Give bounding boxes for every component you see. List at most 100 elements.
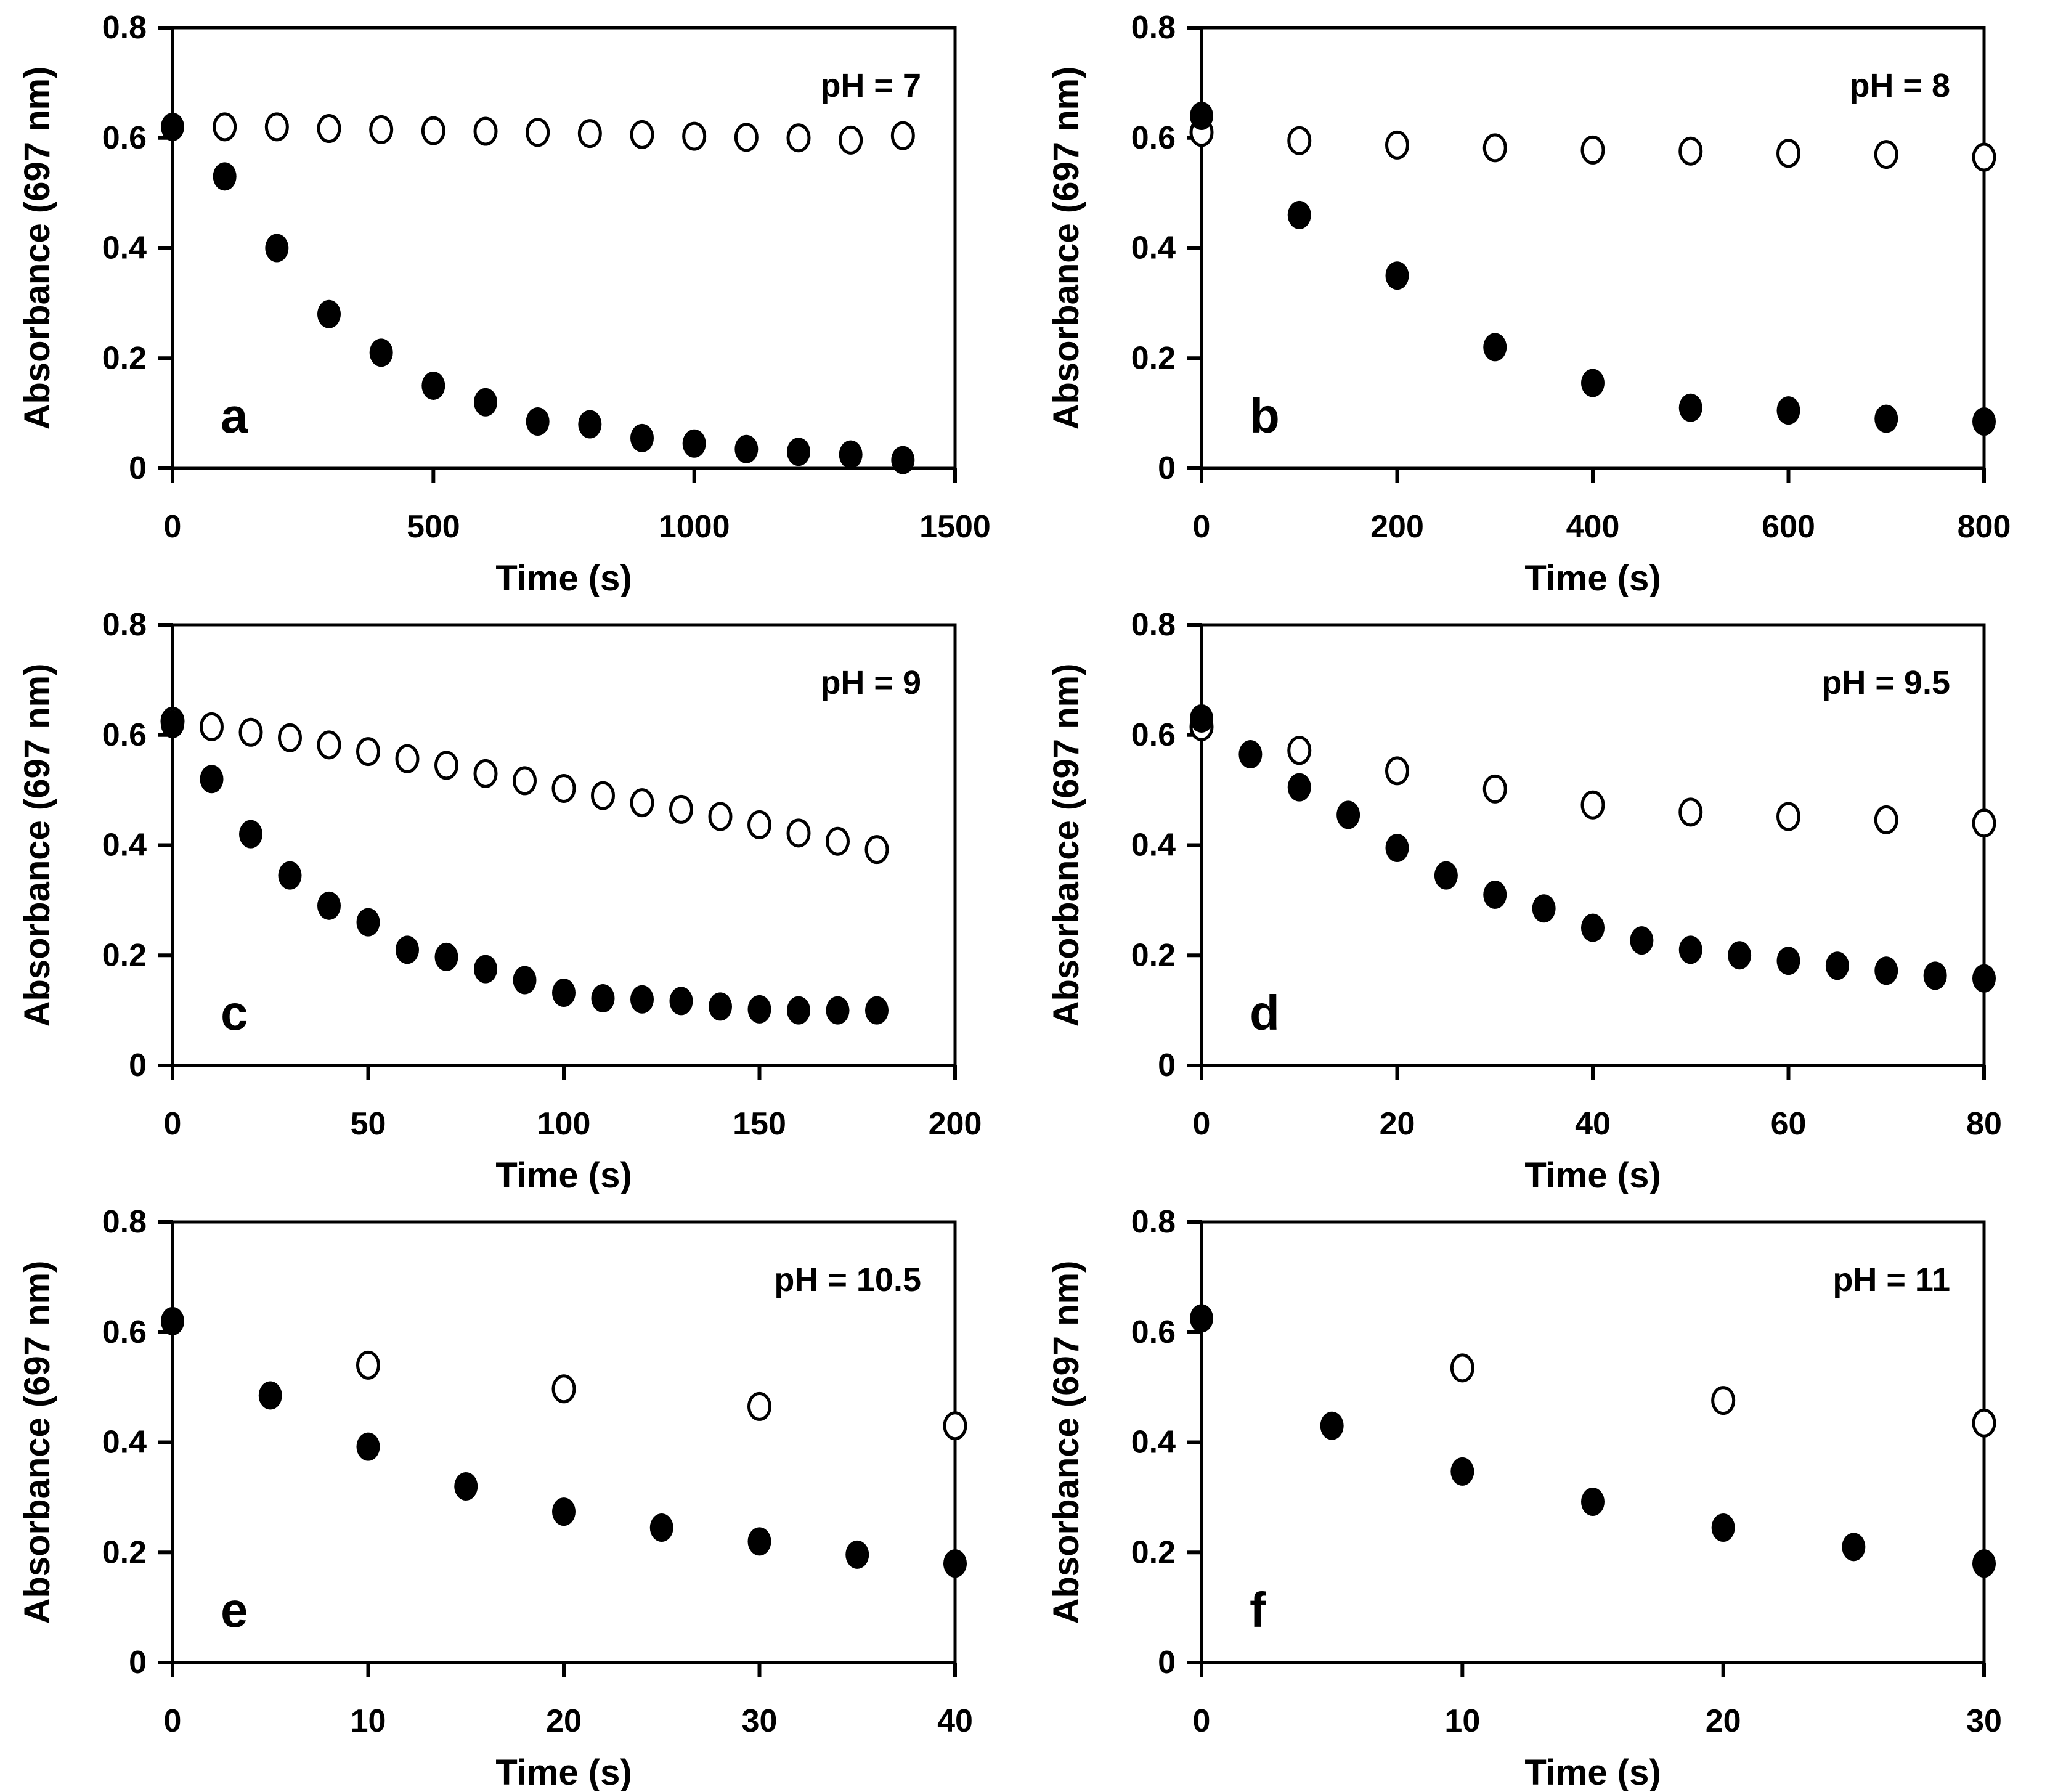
- filled-circle-point: [1678, 935, 1702, 964]
- filled-circle-series: [161, 1306, 967, 1578]
- filled-circle-series: [1190, 704, 1996, 993]
- y-axis-title: Absorbance (697 nm): [1046, 1261, 1086, 1624]
- x-tick-label: 150: [733, 1106, 786, 1142]
- filled-circle-point: [356, 1432, 380, 1461]
- open-circle-point: [630, 120, 654, 149]
- y-tick-label: 0.6: [102, 1314, 147, 1350]
- open-circle-point: [551, 1374, 576, 1404]
- filled-circle-point: [1923, 961, 1947, 990]
- filled-circle-point: [1190, 704, 1213, 733]
- filled-circle-point: [1336, 800, 1360, 829]
- open-circle-point: [551, 773, 576, 803]
- open-circle-point: [369, 115, 394, 144]
- filled-circle-point: [1385, 261, 1409, 290]
- x-tick-label: 0: [164, 1703, 182, 1739]
- open-circle-point: [734, 123, 759, 152]
- filled-circle-point: [552, 979, 576, 1008]
- open-circle-point: [1385, 130, 1409, 160]
- filled-circle-point: [682, 429, 706, 458]
- filled-circle-point: [1711, 1513, 1735, 1542]
- filled-circle-point: [161, 112, 184, 141]
- filled-circle-point: [369, 338, 393, 367]
- ph-annotation: pH = 11: [1832, 1261, 1950, 1298]
- filled-circle-point: [630, 985, 654, 1014]
- filled-circle-point: [1190, 1304, 1213, 1333]
- panel-letter: f: [1250, 1582, 1266, 1637]
- y-tick-label: 0.6: [1131, 717, 1176, 753]
- open-circle-point: [682, 121, 707, 151]
- panel-d: 0 0.2 0.4 0.6 0.8 0 20 40 60 80 Absorbance (697 nm…: [1029, 597, 2058, 1194]
- filled-circle-series: [1190, 1304, 1996, 1578]
- panel-f: 0 0.2 0.4 0.6 0.8 0 10 20 30 Absorbance (697 nm) T…: [1029, 1194, 2058, 1792]
- ph-annotation: pH = 10.5: [774, 1261, 921, 1298]
- filled-circle-point: [1434, 861, 1458, 890]
- y-tick-label: 0.4: [1131, 230, 1176, 266]
- filled-circle-point: [747, 995, 771, 1024]
- filled-circle-point: [161, 709, 184, 738]
- x-tick-label: 0: [1193, 1106, 1211, 1142]
- y-tick-label: 0: [129, 1645, 147, 1680]
- filled-circle-point: [513, 966, 537, 995]
- open-circle-point: [1972, 808, 1996, 838]
- open-circle-point: [421, 116, 445, 145]
- open-circle-point: [826, 826, 850, 856]
- panel-letter: a: [221, 388, 248, 443]
- x-axis-title: Time (s): [1524, 1753, 1661, 1791]
- open-circle-point: [630, 788, 654, 818]
- x-tick-label: 40: [1575, 1106, 1611, 1142]
- x-axis-title: Time (s): [1524, 1155, 1661, 1194]
- y-axis-title: Absorbance (697 nm): [1046, 664, 1086, 1027]
- y-tick-label: 0.2: [102, 1534, 147, 1570]
- open-circle-point: [356, 1350, 380, 1380]
- filled-circle-point: [526, 407, 550, 436]
- filled-circle-point: [239, 820, 262, 849]
- x-tick-label: 800: [1958, 509, 2011, 545]
- panel-a: 0 0.2 0.4 0.6 0.8 0 500 1000 1500 Absorbance (697…: [0, 0, 1029, 597]
- filled-circle-point: [734, 434, 759, 463]
- y-tick-label: 0.4: [1131, 1425, 1176, 1460]
- x-tick-label: 0: [1193, 509, 1211, 545]
- x-tick-label: 1000: [659, 509, 730, 545]
- y-tick-label: 0.4: [1131, 828, 1176, 863]
- filled-circle-point: [1385, 833, 1409, 862]
- filled-circle-series: [161, 709, 889, 1025]
- open-circle-point: [786, 818, 811, 848]
- ph-annotation: pH = 7: [820, 67, 921, 104]
- x-tick-label: 30: [1966, 1703, 2002, 1739]
- x-tick-label: 0: [1193, 1703, 1211, 1739]
- x-tick-label: 50: [351, 1106, 386, 1142]
- filled-circle-point: [1776, 396, 1800, 425]
- open-circle-point: [864, 835, 889, 865]
- x-tick-label: 80: [1966, 1106, 2002, 1142]
- x-tick-label: 100: [537, 1106, 591, 1142]
- filled-circle-point: [1581, 913, 1605, 942]
- x-tick-label: 200: [1370, 509, 1424, 545]
- open-circle-point: [1972, 1408, 1996, 1438]
- y-tick-label: 0.8: [1131, 607, 1176, 643]
- y-tick-label: 0.8: [1131, 1204, 1176, 1240]
- filled-circle-point: [1776, 947, 1800, 975]
- open-circle-point: [264, 112, 289, 142]
- open-circle-series: [1189, 118, 1996, 172]
- chart-canvas-e: 0 0.2 0.4 0.6 0.8 0 10 20 30 40 Absorbance (697 nm…: [17, 1204, 973, 1791]
- filled-circle-point: [161, 1306, 184, 1335]
- open-circle-point: [1482, 133, 1507, 163]
- filled-circle-point: [421, 371, 445, 400]
- y-tick-label: 0.2: [1131, 937, 1176, 973]
- filled-circle-point: [1874, 404, 1898, 433]
- filled-circle-point: [591, 984, 615, 1012]
- filled-circle-point: [943, 1549, 967, 1578]
- panel-letter: e: [221, 1582, 248, 1637]
- open-circle-point: [1580, 135, 1605, 165]
- y-tick-label: 0.6: [1131, 1314, 1176, 1350]
- filled-circle-point: [891, 446, 915, 474]
- open-circle-point: [591, 781, 615, 810]
- chart-canvas-c: 0 0.2 0.4 0.6 0.8 0 50 100 150 200 Absorbance (697…: [17, 607, 982, 1194]
- x-tick-label: 20: [1380, 1106, 1415, 1142]
- ph-annotation: pH = 8: [1849, 67, 1950, 104]
- open-circle-point: [213, 112, 237, 142]
- filled-circle-point: [1728, 941, 1752, 970]
- filled-circle-point: [1972, 1549, 1996, 1578]
- x-axis-title: Time (s): [1524, 558, 1661, 597]
